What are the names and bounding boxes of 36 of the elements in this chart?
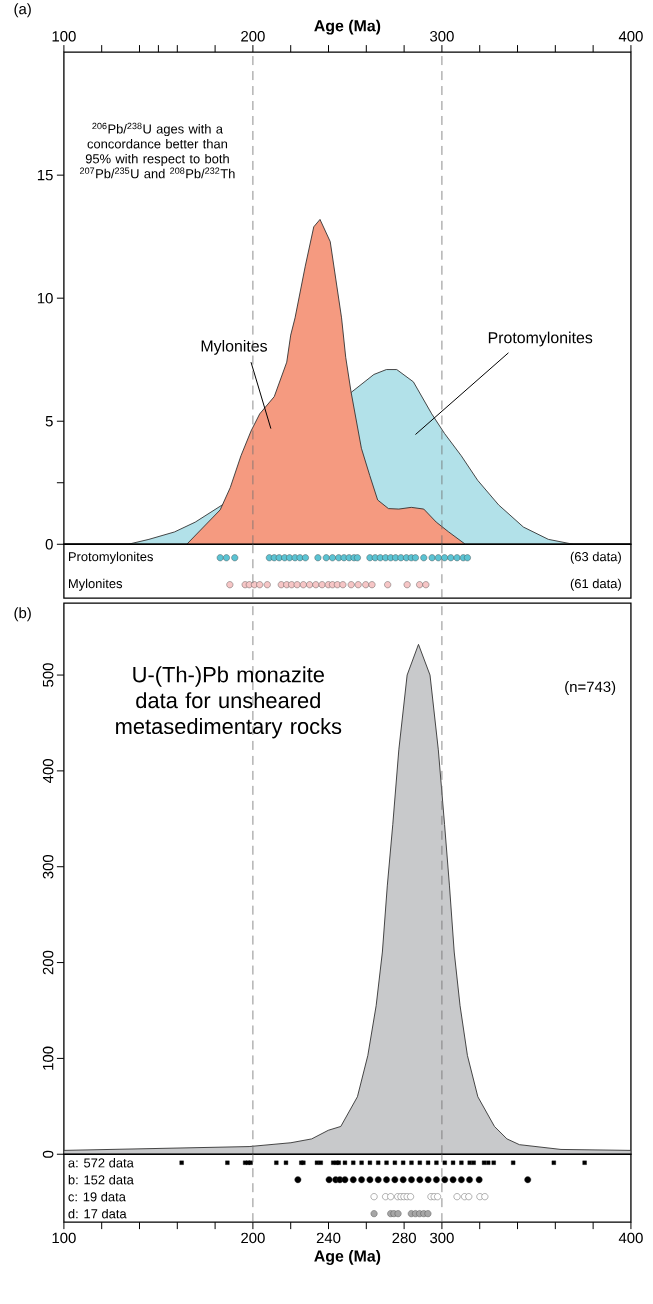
x-tick-label: 300 bbox=[430, 1232, 454, 1244]
y-tick-label: c: 19 data bbox=[68, 1191, 126, 1202]
text: (a) bbox=[14, 3, 31, 18]
x-tick-label: 400 bbox=[618, 1232, 643, 1244]
x-tick-label: 240 bbox=[316, 1232, 341, 1244]
text: Protomylonites bbox=[488, 331, 593, 347]
annotation: (63 data) bbox=[570, 551, 621, 564]
x-tick-label: 200 bbox=[241, 31, 265, 42]
x-tick-label: 300 bbox=[430, 31, 454, 42]
annotation: (61 data) bbox=[570, 578, 621, 591]
y-tick-label: 5 bbox=[45, 416, 53, 427]
y-tick-label: 0 bbox=[42, 1150, 54, 1158]
x-tick-label: 280 bbox=[392, 1232, 417, 1244]
y-tick-label: 0 bbox=[45, 538, 53, 550]
x-axis-title: Age (Ma) bbox=[314, 1250, 381, 1265]
y-tick-label: 300 bbox=[42, 854, 54, 879]
series-label: Mylonites bbox=[201, 339, 268, 355]
annotation: U-(Th-)Pb monazite data for unsheared metasedimentary rocks bbox=[116, 666, 342, 739]
annotation: (n=743) bbox=[565, 681, 616, 695]
y-tick-label: 400 bbox=[42, 759, 54, 783]
y-tick-label: 15 bbox=[37, 169, 53, 181]
y-tick-label: b: 152 data bbox=[68, 1174, 134, 1185]
x-tick-label: 400 bbox=[618, 31, 643, 42]
y-tick-label: 100 bbox=[42, 1046, 54, 1070]
y-tick-label: d: 17 data bbox=[68, 1208, 127, 1219]
y-tick-label: a: 572 data bbox=[68, 1157, 134, 1168]
text: (b) bbox=[14, 607, 31, 622]
x-tick-label: 100 bbox=[52, 31, 76, 42]
y-tick-label: Mylonites bbox=[69, 578, 123, 591]
x-tick-label: 200 bbox=[241, 1232, 265, 1244]
y-tick-label: 10 bbox=[37, 292, 53, 304]
x-axis-title: Age (Ma) bbox=[314, 19, 381, 35]
y-tick-label: 500 bbox=[42, 663, 54, 687]
y-tick-label: 200 bbox=[42, 950, 54, 975]
y-tick-label: Protomylonites bbox=[69, 551, 154, 564]
text: $^{206}$Pb/$^{238}$U ages with a concordance better than 95% with respect to both $^{207}$Pb/$^{235}$U and $^{208}$Pb/$^{232}$Th bbox=[80, 122, 235, 179]
